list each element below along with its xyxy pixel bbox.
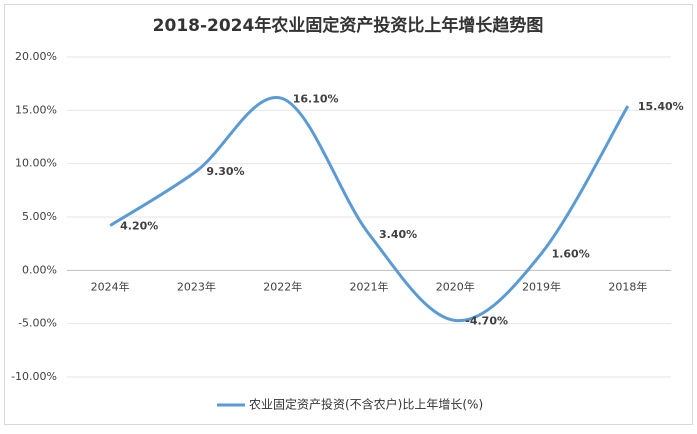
line	[109, 95, 630, 322]
data-label: 15.40%	[638, 100, 684, 113]
x-tick-label: 2024年	[91, 279, 130, 293]
y-tick-label: 15.00%	[15, 103, 57, 116]
data-label: -4.70%	[465, 314, 508, 327]
legend-label: 农业固定资产投资(不含农户)比上年增长(%)	[249, 397, 483, 412]
y-tick-label: 0.00%	[22, 263, 57, 276]
y-tick-label: 10.00%	[15, 157, 57, 170]
y-tick-label: 20.00%	[15, 50, 57, 63]
data-label: 9.30%	[206, 165, 244, 178]
x-tick-label: 2018年	[608, 279, 647, 293]
y-tick-label: -5.00%	[18, 317, 57, 330]
x-tick-label: 2022年	[263, 279, 302, 293]
data-label: 16.10%	[293, 93, 339, 106]
y-tick-label: -10.00%	[11, 370, 57, 383]
data-label: 3.40%	[379, 228, 417, 241]
chart-title: 2018-2024年农业固定资产投资比上年增长趋势图	[153, 15, 544, 36]
x-tick-label: 2021年	[350, 279, 389, 293]
x-tick-label: 2023年	[177, 279, 216, 293]
data-label: 4.20%	[120, 220, 158, 233]
y-tick-label: 5.00%	[22, 210, 57, 223]
x-tick-label: 2019年	[522, 279, 561, 293]
x-tick-label: 2020年	[436, 279, 475, 293]
chart-frame	[4, 4, 693, 425]
data-label: 1.60%	[552, 247, 590, 260]
